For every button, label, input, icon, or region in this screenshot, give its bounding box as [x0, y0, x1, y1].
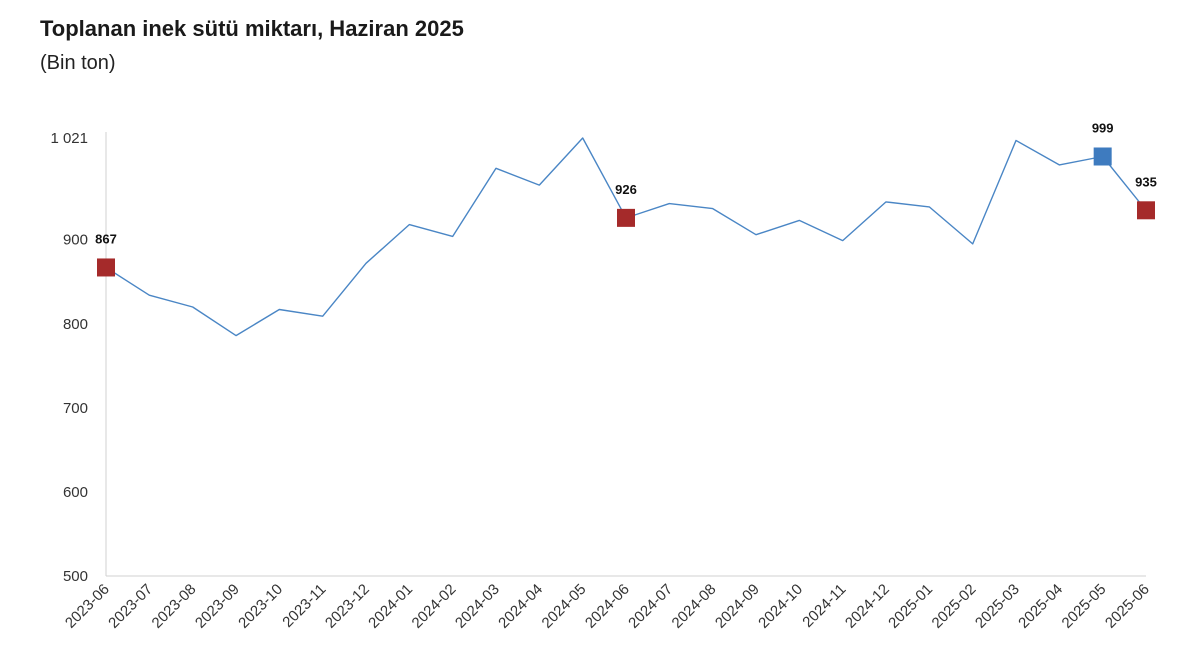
chart-subtitle: (Bin ton) — [40, 52, 116, 74]
x-tick-label: 2025-04 — [1015, 581, 1066, 632]
x-tick-label: 2025-03 — [972, 581, 1023, 632]
x-axis: 2023-062023-072023-082023-092023-102023-… — [62, 575, 1153, 632]
x-tick-label: 2023-11 — [279, 581, 329, 631]
highlight-marker — [617, 208, 635, 227]
highlight-marker — [1093, 147, 1112, 166]
highlight-markers: 867 926 999 935 — [95, 120, 1157, 277]
x-tick-label: 2023-06 — [62, 581, 113, 632]
x-tick-label: 2024-03 — [452, 581, 503, 632]
y-tick-label: 500 — [63, 568, 88, 585]
x-tick-label: 2023-12 — [322, 581, 373, 632]
y-tick-label: 900 — [63, 232, 88, 249]
x-tick-label: 2023-09 — [192, 581, 243, 632]
x-tick-label: 2024-08 — [669, 581, 720, 632]
y-tick-label: 600 — [63, 484, 88, 501]
x-tick-label: 2023-08 — [149, 581, 200, 632]
x-tick-label: 2025-02 — [929, 581, 980, 632]
chart-title: Toplanan inek sütü miktarı, Haziran 2025 — [40, 16, 464, 41]
y-tick-label: 1 021 — [50, 130, 88, 147]
series-layer — [105, 137, 1147, 337]
x-tick-label: 2025-05 — [1059, 581, 1110, 632]
y-tick-label: 700 — [63, 400, 88, 417]
data-label: 926 — [615, 182, 637, 197]
highlight-marker — [1137, 201, 1155, 220]
series-line — [105, 137, 1147, 337]
highlight-marker — [97, 258, 115, 277]
x-tick-label: 2024-05 — [539, 581, 590, 632]
data-label: 999 — [1092, 120, 1114, 135]
x-tick-label: 2024-12 — [842, 581, 893, 632]
x-tick-label: 2024-07 — [625, 581, 676, 632]
x-tick-label: 2024-06 — [582, 581, 633, 632]
x-tick-label: 2024-02 — [409, 581, 460, 632]
x-tick-label: 2025-01 — [885, 581, 936, 632]
y-axis: 500 600 700 800 900 1 021 — [50, 130, 107, 585]
x-tick-label: 2025-06 — [1102, 581, 1153, 632]
x-tick-label: 2024-10 — [755, 581, 806, 632]
x-tick-label: 2023-07 — [105, 581, 156, 632]
y-tick-label: 800 — [63, 316, 88, 333]
data-label: 867 — [95, 231, 117, 246]
x-tick-label: 2024-01 — [365, 581, 416, 632]
data-label: 935 — [1135, 174, 1157, 189]
x-tick-label: 2023-10 — [235, 581, 286, 632]
x-tick-label: 2024-04 — [495, 581, 546, 632]
x-tick-label: 2024-11 — [799, 581, 849, 631]
x-tick-label: 2024-09 — [712, 581, 763, 632]
